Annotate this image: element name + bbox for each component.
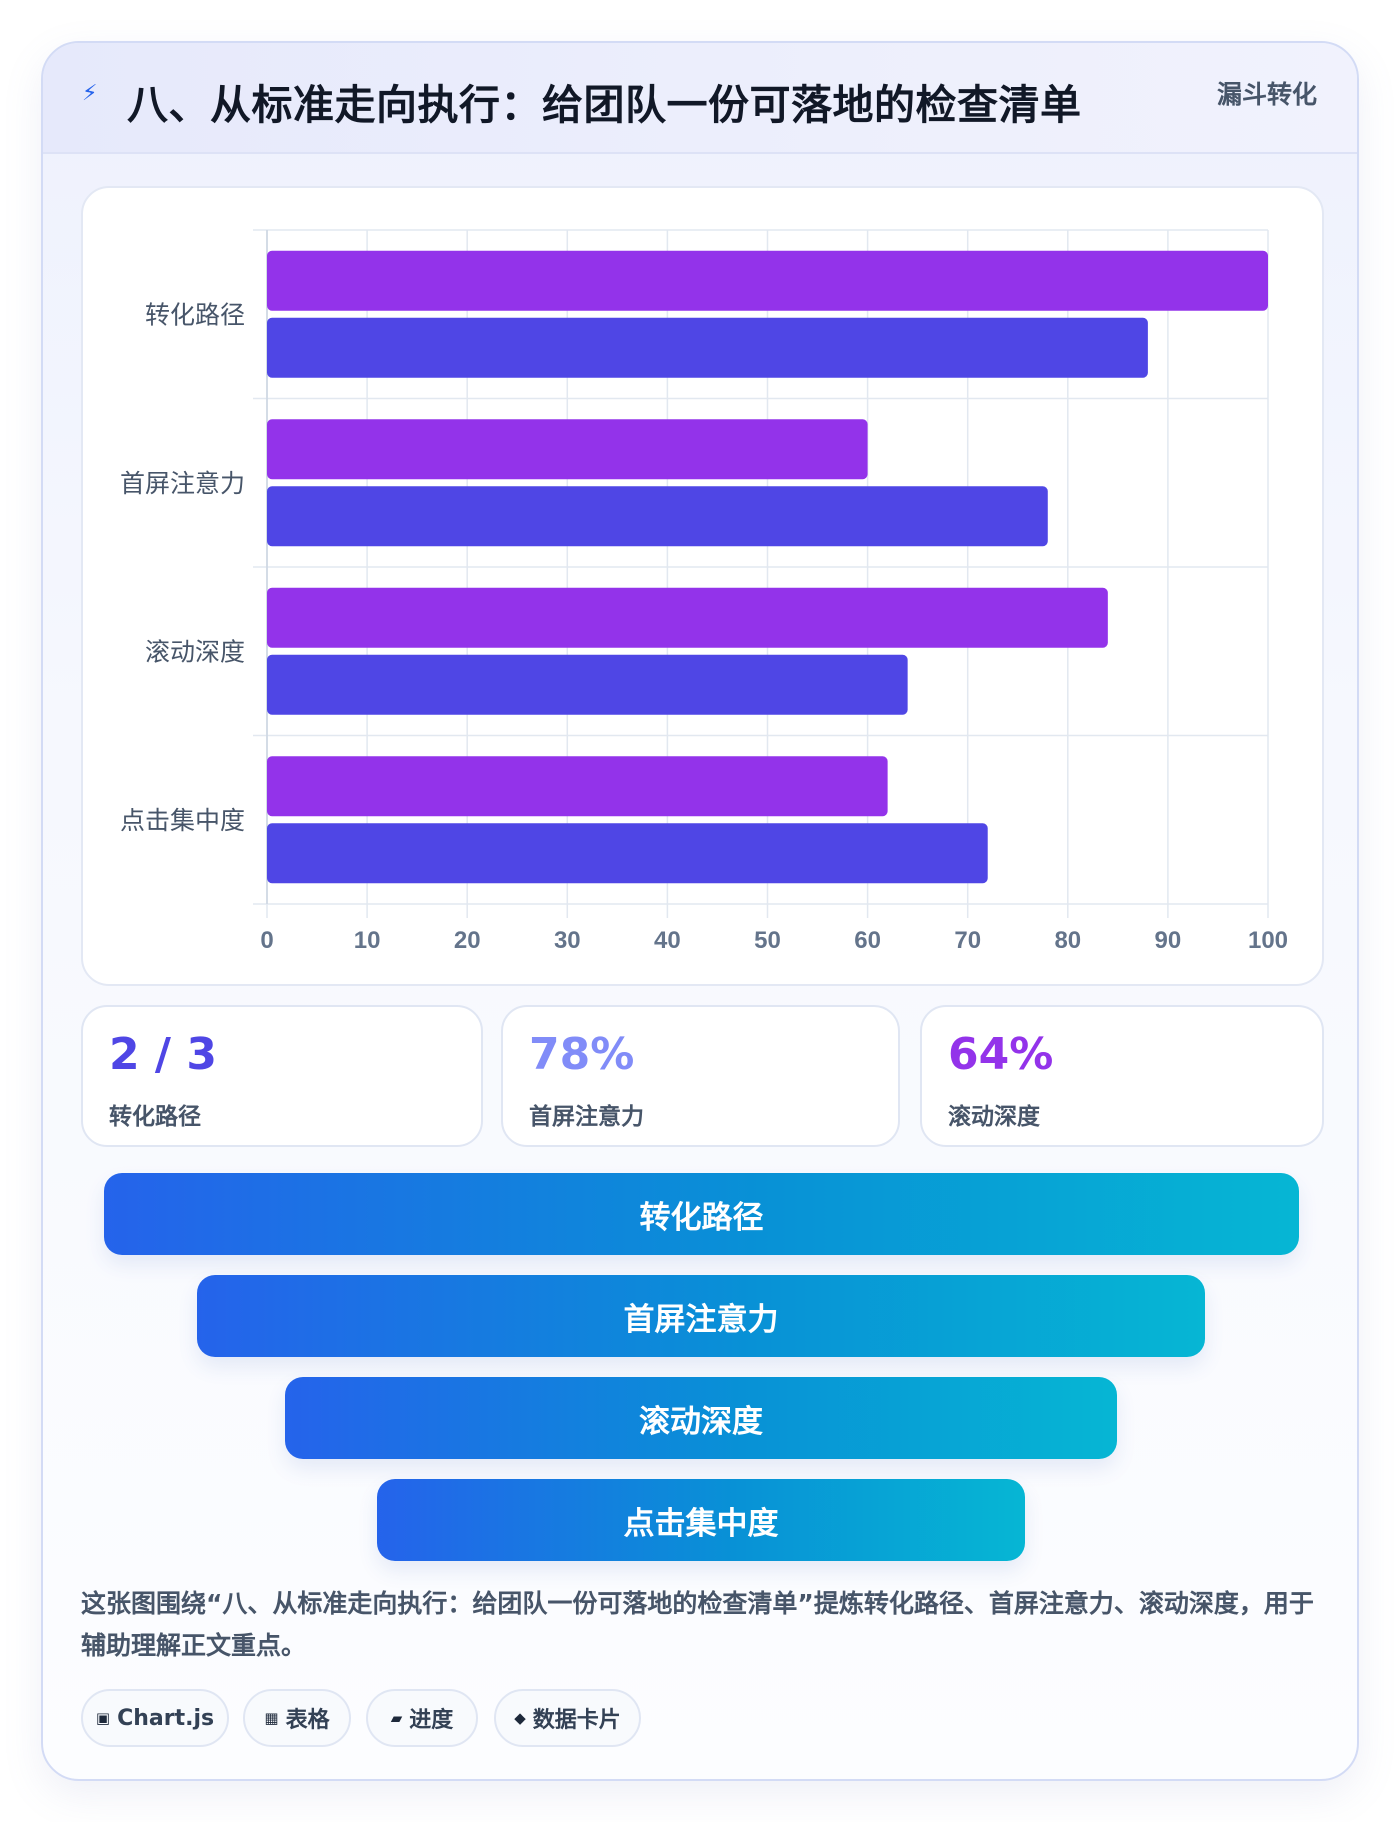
bar-2	[267, 317, 1148, 378]
x-tick-label: 60	[854, 927, 881, 954]
stat-label: 滚动深度	[948, 1104, 1040, 1130]
chip-label: Chart.js	[117, 1705, 215, 1731]
bar-1	[267, 250, 1268, 311]
x-tick-label: 10	[354, 927, 381, 954]
x-tick-label: 100	[1248, 927, 1288, 954]
bar-1	[267, 756, 888, 817]
y-category-label: 首屏注意力	[120, 469, 245, 498]
lightning-icon: ⚡	[82, 81, 98, 106]
funnel-stage-2: 首屏注意力	[197, 1275, 1205, 1357]
x-tick-label: 90	[1155, 927, 1182, 954]
chart-panel: 0 10 20 30 40 50 60 70 80 90 100 转化路径首屏注意力滚动深度点击集中度	[81, 186, 1324, 986]
bar-2	[267, 654, 908, 715]
stat-card-1: 2 / 3 转化路径	[81, 1005, 483, 1147]
funnel-stage-1: 转化路径	[104, 1173, 1299, 1255]
stat-value: 78%	[529, 1029, 635, 1080]
funnel-stage-3: 滚动深度	[285, 1377, 1117, 1459]
chip-chartjs[interactable]: ▣ Chart.js	[81, 1689, 229, 1747]
stat-card-3: 64% 滚动深度	[920, 1005, 1324, 1147]
bar-2	[267, 823, 988, 884]
stat-label: 首屏注意力	[529, 1104, 644, 1130]
stat-value: 2 / 3	[109, 1029, 217, 1080]
stat-value: 64%	[948, 1029, 1054, 1080]
stat-label: 转化路径	[109, 1104, 201, 1130]
figure-card: ⚡ 八、从标准走向执行：给团队一份可落地的检查清单 漏斗转化 0 10 20 30 40…	[41, 41, 1359, 1781]
x-tick-label: 30	[554, 927, 581, 954]
header-tag: 漏斗转化	[1216, 80, 1317, 109]
chip-data-card[interactable]: ◆ 数据卡片	[494, 1689, 641, 1747]
y-category-label: 点击集中度	[120, 806, 245, 835]
x-tick-label: 40	[654, 927, 681, 954]
table-icon: ▦	[264, 1709, 279, 1727]
diamond-icon: ◆	[514, 1709, 526, 1727]
x-tick-label: 70	[954, 927, 981, 954]
chip-label: 进度	[409, 1708, 454, 1733]
chip-label: 数据卡片	[532, 1708, 621, 1733]
stat-card-2: 78% 首屏注意力	[501, 1005, 900, 1147]
y-category-label: 转化路径	[145, 300, 245, 329]
x-tick-label: 50	[754, 927, 781, 954]
chip-progress[interactable]: ▰ 进度	[366, 1689, 478, 1747]
figure-caption: 这张图围绕“八、从标准走向执行：给团队一份可落地的检查清单”提炼转化路径、首屏注…	[81, 1589, 1314, 1660]
page-title: 八、从标准走向执行：给团队一份可落地的检查清单	[127, 81, 1082, 129]
x-tick-label: 20	[454, 927, 481, 954]
chart-icon: ▣	[95, 1709, 111, 1727]
y-category-label: 滚动深度	[145, 637, 245, 666]
bar-2	[267, 486, 1048, 547]
x-tick-label: 0	[260, 927, 273, 954]
chip-label: 表格	[285, 1708, 330, 1733]
bar-1	[267, 419, 868, 480]
card-header: ⚡ 八、从标准走向执行：给团队一份可落地的检查清单 漏斗转化	[43, 43, 1357, 154]
funnel-stage-4: 点击集中度	[377, 1479, 1025, 1561]
chip-table[interactable]: ▦ 表格	[243, 1689, 351, 1747]
bar-1	[267, 587, 1108, 648]
progress-icon: ▰	[390, 1709, 403, 1727]
x-tick-label: 80	[1054, 927, 1081, 954]
